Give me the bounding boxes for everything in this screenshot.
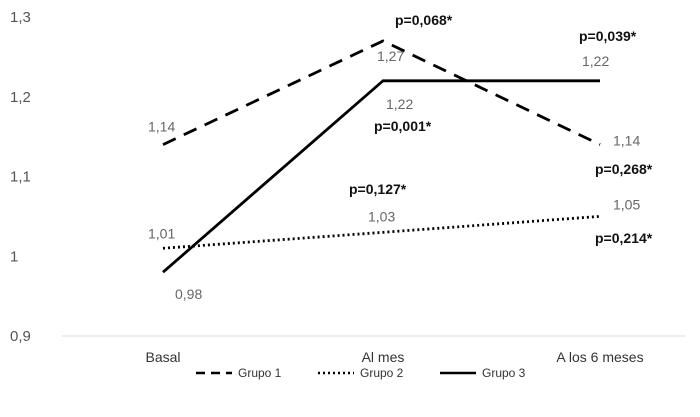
annotation-p-grupo2-almes: p=0,127*	[349, 181, 407, 197]
data-label: 1,03	[368, 208, 395, 224]
series-line-grupo-3	[162, 79, 600, 274]
data-label: 1,05	[613, 196, 640, 212]
series-line-grupo-1	[162, 39, 601, 146]
legend-label-grupo-3: Grupo 3	[482, 366, 526, 380]
data-label: 1,01	[148, 225, 175, 241]
y-tick-label: 1,1	[10, 169, 31, 186]
data-label: 1,22	[582, 53, 609, 69]
data-label: 1,27	[377, 48, 404, 64]
y-tick-label: 1	[10, 248, 18, 265]
y-tick-label: 0,9	[10, 328, 31, 345]
annotation-p-grupo1-almes: p=0,068*	[395, 12, 453, 28]
x-tick-label: Al mes	[362, 349, 405, 365]
x-tick-label: Basal	[145, 349, 180, 365]
legend-label-grupo-2: Grupo 2	[360, 366, 404, 380]
y-tick-label: 1,2	[10, 89, 31, 106]
series-line-grupo-2	[162, 214, 601, 250]
data-label: 1,14	[148, 119, 175, 135]
data-label: 0,98	[175, 286, 202, 302]
annotation-p-grupo2-6meses: p=0,214*	[595, 230, 653, 246]
annotation-p-grupo1-6meses-top: p=0,039*	[579, 28, 637, 44]
annotation-p-grupo1-6meses: p=0,268*	[595, 161, 653, 177]
data-label: 1,22	[386, 96, 413, 112]
y-tick-label: 1,3	[10, 9, 31, 26]
legend-label-grupo-1: Grupo 1	[238, 366, 282, 380]
x-tick-label: A los 6 meses	[556, 349, 643, 365]
annotation-p-grupo3-almes: p=0,001*	[374, 118, 432, 134]
legend: Grupo 1 Grupo 2 Grupo 3	[196, 366, 526, 380]
data-label: 1,14	[613, 133, 640, 149]
